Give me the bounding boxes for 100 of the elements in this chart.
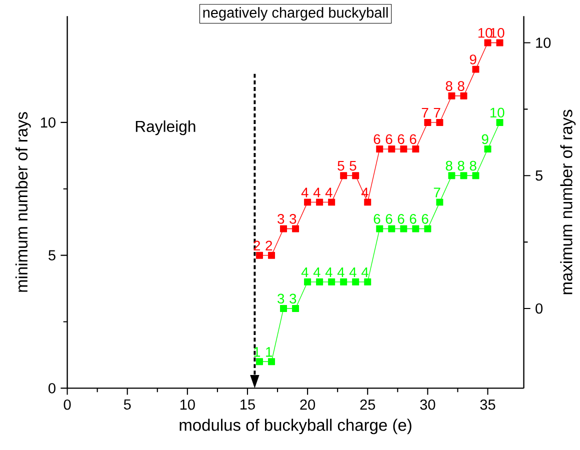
data-label: 6: [398, 214, 404, 224]
point: [424, 118, 432, 126]
y-axis-title: minimum number of rays: [15, 112, 31, 292]
data-label: 8: [470, 160, 476, 171]
chart-title: negatively charged buckyball: [203, 6, 388, 20]
point: [484, 145, 492, 152]
y-tick-label: 10: [40, 117, 56, 128]
data-label: 6: [410, 214, 416, 224]
point: [436, 198, 444, 206]
point: [292, 304, 300, 312]
data-label: 6: [422, 214, 428, 224]
x-tick-label: 0: [64, 399, 71, 410]
point: [304, 278, 312, 286]
data-label: 3: [290, 294, 296, 304]
y2-tick-label: 0: [536, 303, 543, 314]
point: [412, 225, 420, 232]
data-label: 9: [470, 54, 476, 64]
data-label: 4: [325, 188, 332, 198]
x-tick-label: 10: [180, 399, 195, 410]
y2-tick-label: 5: [536, 170, 542, 181]
point: [352, 172, 360, 179]
point: [280, 225, 288, 232]
data-label: 1: [254, 347, 260, 357]
point: [304, 198, 312, 206]
point: [400, 225, 408, 232]
point: [460, 172, 468, 179]
point: [364, 278, 372, 286]
data-label: 4: [301, 188, 308, 198]
point: [388, 145, 396, 152]
data-label: 7: [434, 108, 440, 118]
data-label: 6: [386, 214, 392, 224]
point: [256, 358, 263, 366]
x-tick-label: 15: [240, 399, 255, 410]
point: [268, 358, 276, 366]
x-axis-title: modulus of buckyball charge (e): [180, 418, 412, 434]
y2-axis-title: maximum number of rays: [560, 110, 576, 294]
data-label: 8: [458, 160, 464, 171]
data-label: 10: [490, 28, 504, 38]
x-tick-label: 5: [124, 399, 131, 410]
data-label: 6: [386, 134, 392, 144]
data-label: 4: [337, 267, 344, 277]
data-label: 8: [446, 160, 452, 171]
point: [316, 198, 324, 206]
point: [268, 252, 276, 259]
point: [412, 145, 420, 152]
point: [484, 39, 492, 46]
point: [388, 225, 396, 232]
point: [448, 172, 456, 179]
data-label: 4: [313, 267, 320, 277]
point: [400, 145, 408, 152]
data-label: 8: [446, 81, 452, 91]
point: [424, 225, 432, 232]
point: [292, 225, 300, 232]
data-label: 2: [266, 240, 272, 250]
point: [436, 118, 444, 126]
data-label: 6: [374, 134, 380, 144]
data-label: 5: [350, 160, 356, 171]
data-label: 6: [374, 214, 380, 224]
point: [352, 278, 360, 286]
point: [280, 304, 288, 312]
point: [472, 66, 480, 73]
data-label: 2: [254, 240, 260, 250]
data-label: 4: [349, 267, 356, 277]
x-tick-label: 25: [360, 399, 376, 410]
data-label: 3: [278, 214, 284, 224]
y-tick-label: 0: [48, 382, 56, 394]
point: [328, 278, 336, 286]
data-label: 3: [278, 294, 284, 304]
point: [340, 278, 348, 286]
data-label: 6: [410, 134, 416, 144]
data-label: 7: [422, 108, 428, 118]
data-label: 10: [478, 28, 492, 38]
point: [340, 172, 348, 179]
x-tick-label: 20: [300, 399, 316, 410]
point: [448, 92, 456, 100]
data-label: 4: [301, 267, 308, 277]
point: [376, 145, 384, 152]
point: [256, 252, 263, 259]
point: [328, 198, 336, 206]
x-tick-label: 35: [480, 399, 496, 410]
y2-tick-label: 10: [536, 38, 551, 48]
point: [364, 198, 372, 206]
point: [316, 278, 324, 286]
point: [472, 172, 480, 179]
data-label: 4: [313, 188, 320, 198]
x-tick-label: 30: [420, 399, 436, 410]
data-label: 10: [490, 108, 504, 118]
data-label: 4: [361, 267, 368, 277]
y-tick-label: 5: [48, 250, 56, 260]
annotation: Rayleigh: [136, 120, 196, 136]
data-label: 1: [266, 347, 272, 357]
point: [496, 118, 504, 126]
data-label: 5: [338, 160, 344, 171]
point: [376, 225, 384, 232]
data-label: 9: [482, 134, 488, 144]
data-label: 8: [458, 81, 464, 91]
point: [496, 39, 504, 46]
point: [460, 92, 468, 100]
data-label: 4: [325, 267, 332, 277]
data-label: 3: [290, 214, 296, 224]
